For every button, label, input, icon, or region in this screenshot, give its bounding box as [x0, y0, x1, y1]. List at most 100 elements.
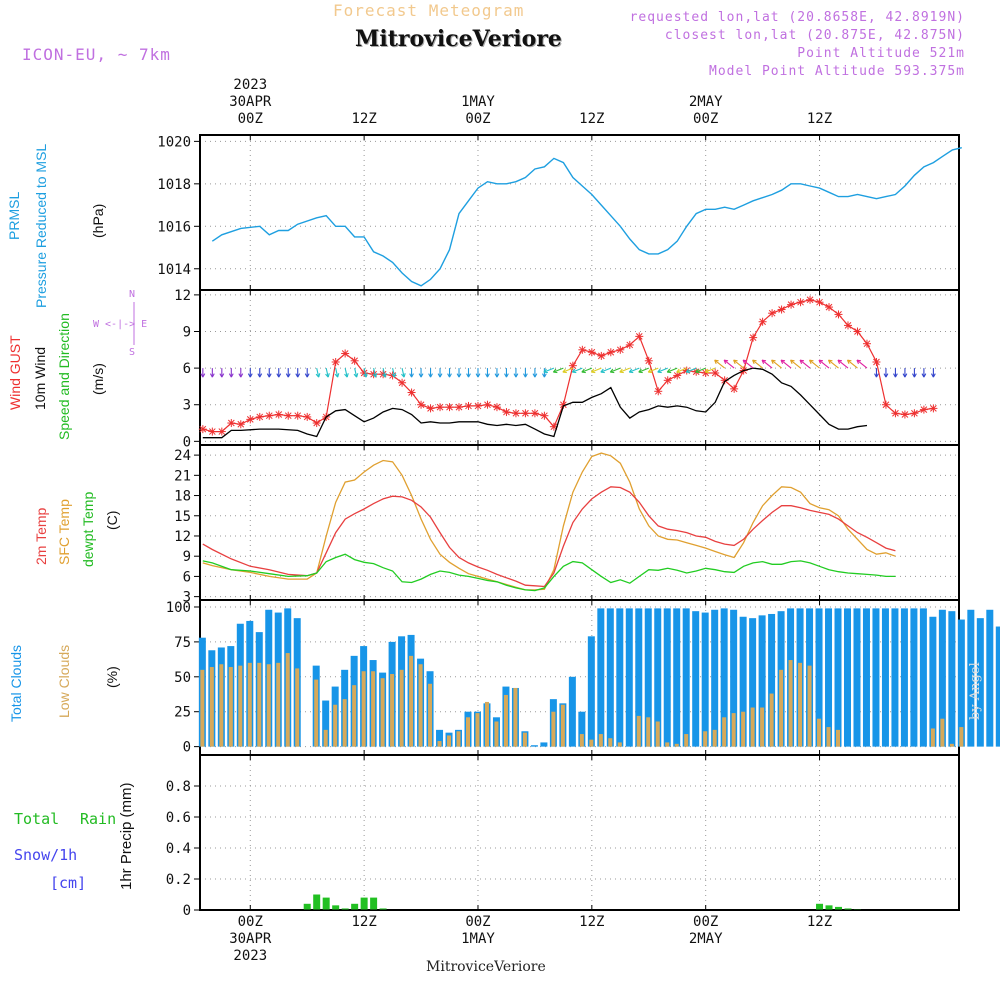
bottom-station-name: MitroviceVeriore	[426, 959, 546, 975]
wind-direction-arrow	[600, 367, 612, 374]
bottom-time-tick-label: 00Z	[237, 914, 263, 930]
gust-marker	[303, 412, 312, 421]
cloud-total-bar	[587, 636, 595, 747]
wind-direction-arrow	[344, 367, 349, 378]
p2-label-speed: Speed and Direction	[56, 313, 72, 440]
p4-label-low: Low Clouds	[56, 644, 72, 718]
gust-marker	[284, 411, 293, 420]
gust-marker	[881, 400, 890, 409]
cloud-low-bar	[750, 707, 755, 747]
bottom-time-tick-label: 00Z	[693, 914, 719, 930]
gust-marker	[341, 349, 350, 358]
gust-marker	[768, 309, 777, 318]
panel-frame-pressure	[199, 134, 960, 291]
top-time-tick-label: 30APR	[229, 94, 272, 110]
cloud-total-bar	[967, 609, 975, 747]
gust-marker	[398, 378, 407, 387]
gust-marker	[407, 388, 416, 397]
gust-marker	[663, 376, 672, 385]
cloud-low-bar	[409, 655, 414, 747]
cloud-low-bar	[722, 717, 727, 747]
cloud-low-bar	[949, 743, 954, 747]
y-tick-label: 1020	[157, 134, 191, 150]
cloud-total-bar	[853, 608, 861, 747]
gust-marker	[274, 410, 283, 419]
cloud-low-bar	[807, 665, 812, 747]
cloud-total-bar	[644, 608, 652, 747]
cloud-low-bar	[266, 664, 271, 747]
gust-marker	[436, 403, 445, 412]
rain-bar	[835, 906, 843, 910]
wind-direction-arrow	[930, 368, 936, 378]
wind-direction-arrow	[276, 368, 282, 378]
cloud-low-bar	[238, 665, 243, 747]
gust-marker	[910, 409, 919, 418]
wind-direction-arrow	[571, 367, 583, 374]
gust-marker	[787, 300, 796, 309]
cloud-total-bar	[815, 608, 823, 747]
cloud-low-bar	[836, 729, 841, 747]
bottom-time-tick-label: 1MAY	[461, 931, 495, 947]
y-tick-label: 12	[174, 288, 191, 304]
cloud-low-bar	[703, 731, 708, 747]
wind-direction-arrow	[382, 367, 387, 378]
wind-direction-arrow	[733, 359, 744, 369]
cloud-low-bar	[276, 662, 281, 747]
cloud-low-bar	[959, 727, 964, 747]
cloud-low-bar	[522, 732, 527, 747]
wind-direction-arrow	[647, 367, 659, 374]
wind-direction-arrow	[628, 367, 640, 374]
p1-label-prmsl: PRMSL	[6, 191, 22, 240]
cloud-low-bar	[437, 741, 442, 747]
gust-marker	[350, 356, 359, 365]
cloud-low-bar	[655, 721, 660, 747]
rain-bar	[341, 908, 349, 910]
cloud-total-bar	[730, 609, 738, 747]
wind-direction-arrow	[695, 367, 706, 374]
model-label: ICON-EU, ~ 7km	[22, 45, 171, 64]
rain-bar	[825, 905, 833, 910]
cloud-low-bar	[447, 735, 452, 747]
cloud-low-bar	[399, 669, 404, 747]
gust-marker	[900, 410, 909, 419]
gust-marker	[417, 400, 426, 409]
cloud-low-bar	[465, 717, 470, 747]
wind-direction-arrow	[704, 367, 716, 374]
cloud-total-bar	[976, 618, 984, 747]
wind-direction-arrow	[685, 367, 697, 374]
cloud-low-bar	[665, 742, 670, 747]
cloud-low-bar	[817, 718, 822, 747]
gust-marker	[236, 420, 245, 429]
wind-direction-arrow	[504, 368, 509, 378]
gust-line	[202, 299, 934, 433]
gust-marker	[578, 345, 587, 354]
rain-bar	[816, 903, 824, 910]
wind-direction-arrow	[921, 368, 927, 378]
gust-marker	[853, 327, 862, 336]
top-time-tick-label: 1MAY	[461, 94, 495, 110]
y-tick-label: 3	[183, 590, 191, 606]
wind-direction-arrow	[295, 368, 301, 378]
gust-marker	[426, 404, 435, 413]
wind-direction-arrow	[676, 367, 687, 374]
cloud-low-bar	[551, 711, 556, 747]
p1-label-pressure: Pressure Reduced to MSL	[33, 143, 49, 308]
gust-marker	[815, 298, 824, 307]
gust-marker	[587, 348, 596, 357]
wind-direction-arrow	[856, 359, 868, 369]
cloud-low-bar	[579, 734, 584, 747]
gust-marker	[198, 425, 207, 434]
gust-marker	[265, 411, 274, 420]
rain-bar	[360, 897, 368, 910]
gust-marker	[730, 384, 739, 393]
bottom-time-tick-label: 2MAY	[688, 931, 723, 947]
y-tick-label: 0	[183, 740, 191, 756]
cloud-total-bar	[749, 618, 757, 747]
gust-marker	[644, 356, 653, 365]
y-tick-label: 6	[183, 361, 191, 377]
gust-marker	[625, 340, 634, 349]
top-time-tick-label: 12Z	[579, 111, 605, 127]
cloud-total-bar	[825, 608, 833, 747]
cloud-low-bar	[741, 711, 746, 747]
